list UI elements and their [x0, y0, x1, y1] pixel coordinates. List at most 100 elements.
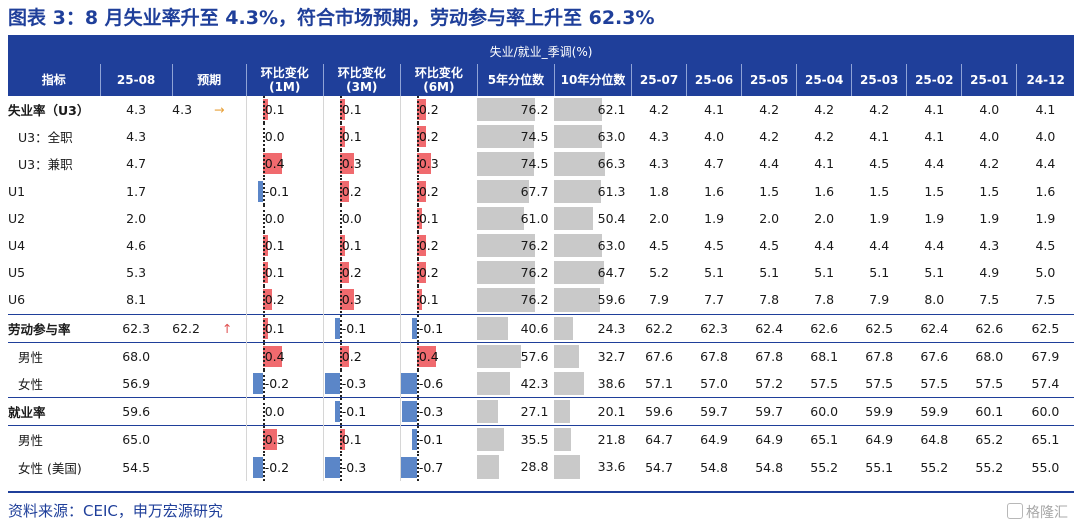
change-bar-wrap: 0.2: [324, 177, 400, 205]
percentile-cell-5y: 28.8: [477, 453, 554, 480]
history-value: 4.3: [649, 156, 669, 172]
row-label: 男性: [8, 425, 101, 454]
change-value-3m: 0.2: [341, 348, 362, 364]
history-value: 4.0: [704, 129, 725, 145]
history-value: 1.9: [924, 210, 945, 226]
change-bar-1m: [262, 153, 282, 175]
table-row: 劳动参与率 62.3 62.2 ↑ 0.1 -0.1 -0.1 40.6 24.3 62.2 62.…: [8, 313, 1074, 343]
change-value-3m: 0.1: [341, 129, 362, 145]
percentile-bar-10y: [554, 98, 602, 122]
history-value: 57.1: [645, 375, 673, 391]
change-value-3m: 0.0: [341, 210, 362, 226]
history-value: 62.3: [686, 313, 742, 343]
table-row: U3：全职 4.3 0.0 0.1 0.2 74.5 63.0 4.3 4.0 4.2 4.2 4.1…: [8, 123, 1074, 151]
change-value-1m: 0.1: [264, 265, 285, 281]
change-bar-wrap: 0.1: [401, 286, 477, 314]
percentile-value-10y: 50.4: [597, 210, 626, 226]
change-bar-3m: [339, 262, 350, 284]
change-bar-6m: [416, 180, 427, 202]
change-bar-wrap: 0.1: [324, 232, 400, 260]
change-bar-3m: [339, 126, 345, 148]
change-bar-1m: [257, 180, 263, 202]
history-value: 5.1: [759, 265, 780, 281]
history-value: 54.7: [645, 459, 673, 475]
history-value: 65.1: [1016, 425, 1074, 454]
change-value-6m: -0.7: [418, 459, 444, 475]
expected-value: [172, 370, 246, 398]
column-header: 25-04: [796, 64, 852, 96]
history-value: 60.1: [961, 397, 1017, 426]
history-value: 68.0: [961, 341, 1017, 370]
percentile-cell-10y: 63.0: [554, 123, 631, 150]
expected-value: [172, 150, 246, 177]
history-value: 1.6: [1035, 183, 1056, 199]
latest-value: 2.0: [126, 210, 147, 226]
zero-axis: [262, 426, 265, 454]
change-cell-6m: 0.2: [399, 123, 478, 151]
percentile-value-5y: 28.8: [520, 459, 549, 475]
history-value: 60.0: [1016, 397, 1074, 426]
change-bar-6m: [401, 372, 417, 394]
percentile-cell-10y: 62.1: [554, 96, 631, 123]
history-value: 4.2: [814, 129, 835, 145]
history-value: 4.1: [1035, 102, 1056, 118]
history-value: 5.1: [704, 265, 725, 281]
change-cell-1m: -0.1: [245, 177, 324, 205]
percentile-bar-10y: [554, 125, 603, 149]
change-bar-3m: [325, 456, 340, 478]
history-value: 54.8: [700, 459, 728, 475]
column-header: 5年分位数: [476, 64, 555, 96]
change-value-3m: -0.1: [341, 320, 367, 336]
history-value: 4.4: [759, 156, 780, 172]
zero-axis: [262, 369, 265, 397]
zero-axis: [416, 96, 419, 124]
change-bar-1m: [262, 262, 268, 284]
change-value-1m: 0.3: [264, 432, 285, 448]
history-value: 59.9: [851, 397, 907, 426]
change-cell-1m: -0.2: [245, 453, 324, 481]
percentile-value-10y: 38.6: [597, 375, 626, 391]
history-value: 4.4: [924, 156, 945, 172]
percentile-bar-10y: [554, 455, 580, 479]
history-value: 4.3: [649, 129, 669, 145]
history-value: 65.1: [796, 425, 852, 454]
history-value: 1.5: [979, 183, 1000, 199]
zero-axis: [262, 96, 265, 124]
history-value: 1.8: [649, 183, 669, 199]
expected-value: [172, 178, 246, 205]
change-value-1m: 0.1: [264, 102, 285, 118]
change-value-3m: -0.1: [341, 404, 367, 420]
change-bar-wrap: 0.2: [401, 123, 477, 151]
change-bar-6m: [416, 99, 427, 121]
history-value: 62.4: [741, 313, 797, 343]
zero-axis: [416, 232, 419, 260]
source-note: 资料来源：CEIC，申万宏源研究: [8, 502, 223, 520]
change-value-6m: 0.1: [418, 210, 439, 226]
change-cell-1m: 0.1: [245, 259, 324, 287]
zero-axis: [339, 343, 342, 370]
percentile-bar-5y: [477, 152, 534, 176]
percentile-cell-10y: 24.3: [554, 313, 632, 343]
change-bar-wrap: 0.2: [401, 232, 477, 260]
change-bar-wrap: 0.1: [247, 96, 323, 124]
change-value-6m: -0.3: [418, 404, 444, 420]
history-value: 59.9: [906, 397, 962, 426]
zero-axis: [416, 286, 419, 314]
percentile-cell-10y: 66.3: [554, 150, 631, 177]
zero-axis: [262, 177, 265, 205]
change-bar-wrap: -0.2: [247, 453, 323, 481]
percentile-bar-10y: [554, 344, 580, 368]
zero-axis: [339, 453, 342, 481]
change-bar-1m: [262, 289, 273, 311]
row-label: 男性: [8, 341, 101, 370]
column-header: 环比变化 (1M): [245, 64, 324, 96]
history-value: 64.7: [631, 425, 687, 454]
change-bar-wrap: 0.2: [324, 259, 400, 287]
history-value: 5.1: [924, 265, 945, 281]
latest-value: 5.3: [126, 265, 147, 281]
change-bar-3m: [339, 235, 345, 257]
change-value-3m: 0.1: [341, 432, 362, 448]
change-bar-wrap: 0.2: [401, 259, 477, 287]
row-label: 女性 (美国): [18, 460, 82, 476]
change-bar-wrap: 0.3: [247, 426, 323, 454]
